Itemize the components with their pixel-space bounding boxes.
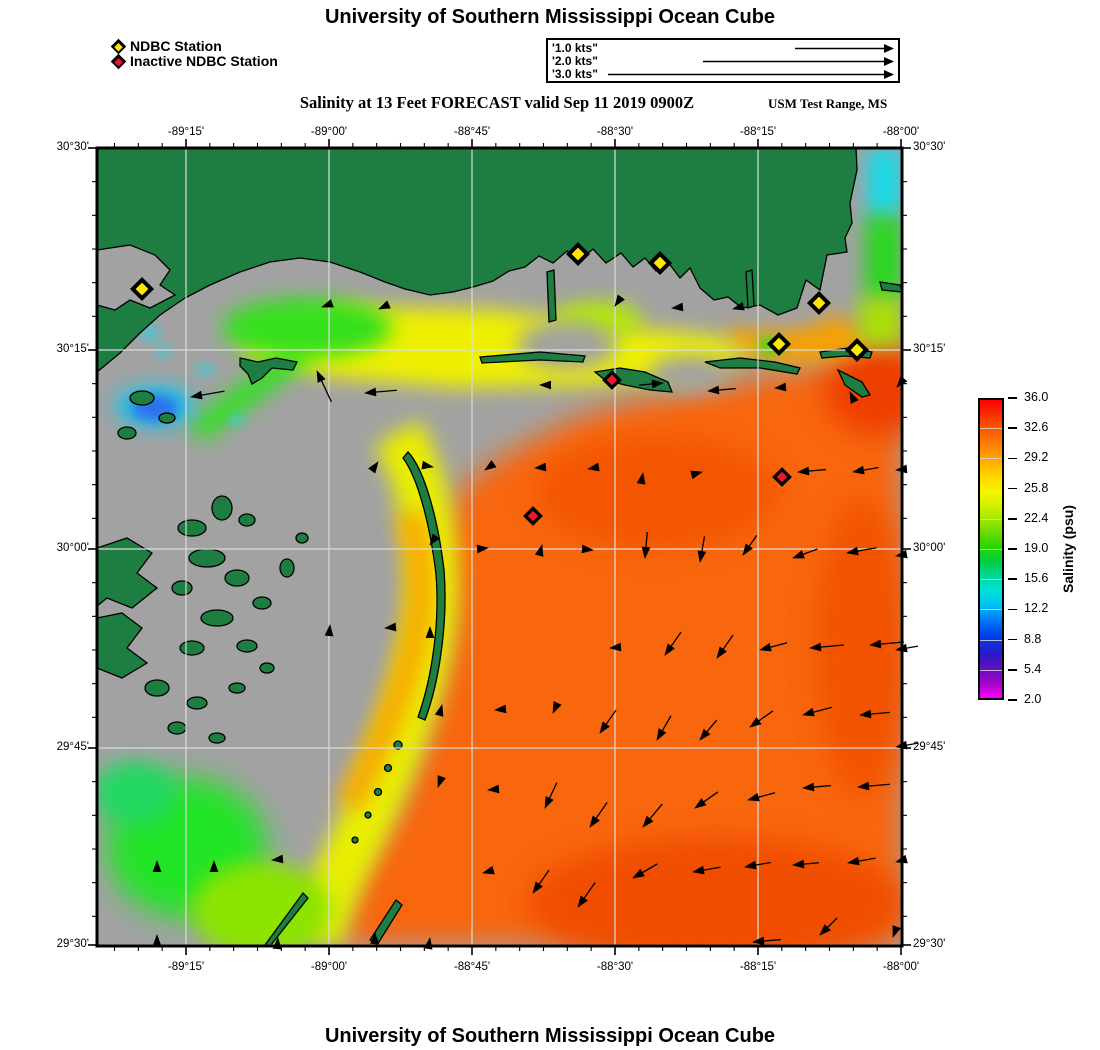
legend-row-active: NDBC Station [110, 38, 222, 54]
scale-label-3kt: '3.0 kts" [552, 67, 598, 81]
horn-island [704, 357, 801, 375]
lon-tick-label: -89°15' [167, 961, 205, 973]
marsh [97, 612, 149, 679]
lon-tick-label: -88°00' [882, 126, 920, 138]
ship-island [479, 351, 586, 364]
marsh [97, 537, 159, 609]
scale-label-2kt: '2.0 kts" [552, 54, 598, 68]
lon-tick-label: -89°00' [310, 961, 348, 973]
page-title-bottom: University of Southern Mississippi Ocean… [324, 1025, 776, 1047]
chandeleur-islands [402, 451, 446, 721]
legend-row-inactive: Inactive NDBC Station [110, 53, 278, 69]
colorbar-tick-value: 2.0 [1024, 692, 1042, 706]
scale-arrows [608, 44, 894, 79]
lat-tick-label: 29°45' [56, 741, 89, 753]
lat-tick-label: 29°45' [913, 741, 946, 753]
lat-tick-label: 29°30' [56, 938, 89, 950]
mainland [97, 148, 858, 373]
forecast-map [88, 139, 918, 955]
lon-tick-label: -88°00' [882, 961, 920, 973]
colorbar-tick-value: 5.4 [1024, 661, 1042, 676]
colorbar-tick-value: 19.0 [1024, 541, 1049, 555]
lon-tick-label: -88°15' [739, 961, 777, 973]
lon-tick-label: -88°45' [453, 126, 491, 138]
colorbar-tick-value: 36.0 [1024, 390, 1049, 404]
colorbar-tick-value: 29.2 [1024, 450, 1049, 465]
lon-tick-label: -88°30' [596, 126, 634, 138]
map-frame [95, 146, 904, 948]
dauphin-island [836, 368, 872, 398]
inactive-ndbc-station-icon [110, 53, 127, 69]
colorbar-tick-value: 15.6 [1024, 571, 1049, 586]
lon-tick-label: -89°00' [310, 126, 348, 138]
colorbar-tick-value: 8.8 [1024, 631, 1042, 646]
lat-tick-label: 30°00' [913, 542, 946, 554]
scale-label-1kt: '1.0 kts" [552, 41, 598, 55]
lon-tick-label: -89°15' [167, 126, 205, 138]
colorbar-tick-value: 12.2 [1024, 601, 1049, 616]
lat-tick-label: 30°30' [56, 141, 89, 153]
legend-label-inactive: Inactive NDBC Station [130, 53, 278, 69]
range-label: USM Test Range, MS [768, 96, 888, 111]
lat-tick-label: 30°30' [913, 141, 946, 153]
legend-label-active: NDBC Station [130, 38, 222, 54]
lat-tick-label: 29°30' [913, 938, 946, 950]
colorbar-tick-value: 25.8 [1024, 480, 1049, 495]
lon-tick-label: -88°30' [596, 961, 634, 973]
lon-tick-label: -88°45' [453, 961, 491, 973]
pearl-river-inlet [97, 244, 177, 311]
forecast-subtitle: Salinity at 13 Feet FORECAST valid Sep 1… [299, 93, 695, 112]
lon-tick-label: -88°15' [739, 126, 777, 138]
colorbar: 36.0 32.6 29.2 25.8 22.4 19.0 15.6 12.2 8.8 5.4 2.… [978, 390, 1100, 706]
lat-tick-label: 30°15' [913, 343, 946, 355]
lat-tick-label: 30°15' [56, 343, 89, 355]
page-title-top: University of Southern Mississippi Ocean… [324, 6, 776, 28]
velocity-scale-box: '1.0 kts" '2.0 kts" '3.0 kts" [546, 38, 900, 83]
axis-ticks [88, 139, 911, 955]
colorbar-tick-value: 32.6 [1024, 420, 1049, 435]
colorbar-tick-value: 22.4 [1024, 510, 1049, 525]
lat-tick-label: 30°00' [56, 542, 89, 554]
cat-island [239, 357, 298, 385]
colorbar-title: Salinity (psu) [1060, 505, 1076, 593]
ndbc-station-icon [110, 38, 127, 54]
